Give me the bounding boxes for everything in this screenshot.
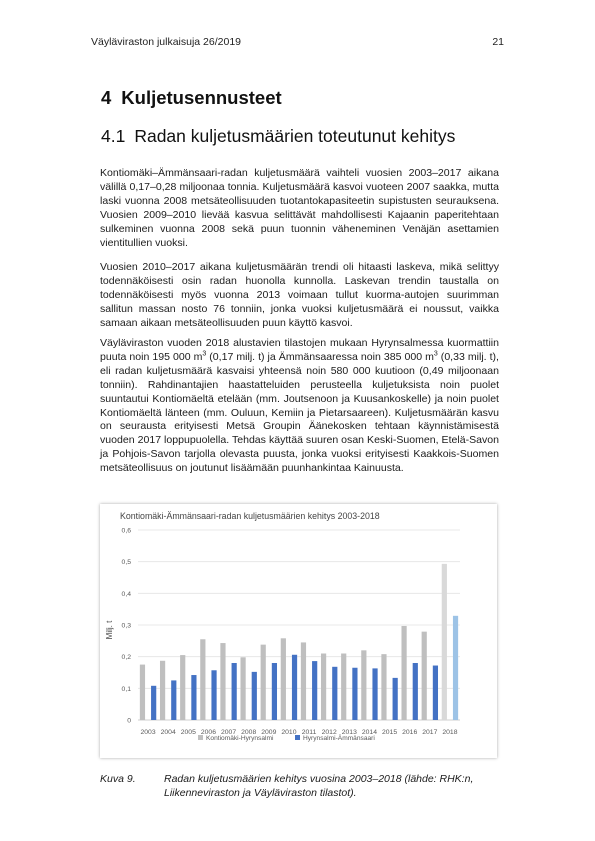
paragraph-2: Vuosien 2010–2017 aikana kuljetusmäärän … [100,261,499,329]
bar-hyrynsalmi-ammansaari [372,668,378,720]
x-tick-label: 2013 [342,729,357,736]
y-tick-label: 0,6 [122,528,132,535]
x-tick-label: 2006 [201,729,216,736]
x-axis-tick-labels: 2003 2004 2005 2006 2007 2008 2009 2010 2011 2012… [141,729,458,736]
paragraph-1: Kontiomäki–Ämmänsaari-radan kuljetusmäär… [100,167,499,249]
bar-hyrynsalmi-ammansaari [432,665,439,720]
bar-hyrynsalmi-ammansaari [312,661,318,720]
x-tick-label: 2008 [241,729,256,736]
x-tick-label: 2015 [382,729,397,736]
bar-hyrynsalmi-ammansaari [271,663,278,720]
bar-kontiomaki-hyrynsalmi [341,653,347,720]
paragraph-3-part-c: (0,33 milj. t), eli radan kuljetusmäärä … [100,350,499,475]
bar-hyrynsalmi-ammansaari [251,671,257,720]
x-tick-label: 2014 [362,729,377,736]
bar-kontiomaki-hyrynsalmi [139,664,146,720]
section-number: 4.1 [101,126,126,146]
chart-title: Kontiomäki-Ämmänsaari-radan kuljetusmäär… [120,511,380,521]
x-tick-label: 2012 [322,729,337,736]
bar-kontiomaki-hyrynsalmi [320,653,327,720]
legend-label: Hyrynsalmi-Ämmänsaari [303,734,375,742]
x-tick-label: 2017 [422,729,437,736]
legend-swatch [198,735,203,740]
x-tick-label: 2005 [181,729,196,736]
bar-hyrynsalmi-ammansaari [412,663,418,720]
bar-hyrynsalmi-ammansaari [291,654,298,720]
x-tick-label: 2016 [402,729,417,736]
paragraph-3-part-b: (0,17 milj. t) ja Ämmänsaaressa noin 385… [206,350,434,363]
chart-container: Kontiomäki-Ämmänsaari-radan kuljetusmäär… [100,504,497,758]
superscript-3: 3 [202,350,207,358]
paragraph-3: Väyläviraston vuoden 2018 alustavien til… [100,337,499,476]
y-axis-tick-labels: 0 0,1 0,2 0,3 0,4 0,5 0,6 [122,528,132,725]
bar-hyrynsalmi-ammansaari [231,663,237,720]
y-tick-label: 0,5 [122,559,132,566]
x-tick-label: 2011 [302,729,317,736]
y-axis-label: Milj. t [105,620,114,639]
y-tick-label: 0,1 [122,686,132,693]
chapter-heading: 4 Kuljetusennusteet [101,87,282,109]
bar-hyrynsalmi-ammansaari [191,675,197,720]
x-tick-label: 2007 [221,729,236,736]
chart-gridlines [138,529,460,721]
bar-hyrynsalmi-ammansaari [352,667,358,720]
bar-hyrynsalmi-ammansaari [151,685,157,720]
bar-hyrynsalmi-ammansaari [452,615,459,720]
section-title: Radan kuljetusmäärien toteutunut kehitys [134,126,456,146]
bar-kontiomaki-hyrynsalmi [300,642,307,720]
y-tick-label: 0,2 [122,654,132,661]
chapter-number: 4 [101,87,112,108]
bar-kontiomaki-hyrynsalmi [381,654,387,720]
superscript-3: 3 [433,350,438,358]
publication-title: Väyläviraston julkaisuja 26/2019 [91,36,242,48]
bar-kontiomaki-hyrynsalmi [200,639,206,720]
chart-bars [139,563,459,720]
x-tick-label: 2010 [281,729,296,736]
x-tick-label: 2003 [141,729,156,736]
bar-hyrynsalmi-ammansaari [171,680,177,720]
y-tick-label: 0,4 [122,591,132,598]
bar-kontiomaki-hyrynsalmi [220,643,226,720]
legend-swatch [295,735,300,740]
bar-chart: Kontiomäki-Ämmänsaari-radan kuljetusmäär… [105,511,460,742]
running-header: Väyläviraston julkaisuja 26/2019 21 [91,36,504,48]
x-tick-label: 2009 [261,729,276,736]
bar-kontiomaki-hyrynsalmi [401,625,407,720]
bar-kontiomaki-hyrynsalmi [441,563,447,720]
bar-hyrynsalmi-ammansaari [392,677,398,720]
figure-caption-text: Radan kuljetusmäärien kehitys vuosina 20… [164,773,474,799]
bar-kontiomaki-hyrynsalmi [361,650,367,720]
bar-kontiomaki-hyrynsalmi [159,660,166,720]
y-tick-label: 0 [127,718,131,725]
bar-kontiomaki-hyrynsalmi [280,638,286,720]
bar-hyrynsalmi-ammansaari [332,666,338,720]
paragraph-3-part-a: Väyläviraston vuoden 2018 alustavien til… [100,337,499,363]
bar-kontiomaki-hyrynsalmi [180,655,186,720]
x-tick-label: 2018 [442,729,457,736]
y-tick-label: 0,3 [122,623,132,630]
bar-hyrynsalmi-ammansaari [211,670,217,720]
section-heading: 4.1 Radan kuljetusmäärien toteutunut keh… [101,126,455,147]
page-number: 21 [492,36,504,48]
chapter-title: Kuljetusennusteet [121,87,282,108]
bar-kontiomaki-hyrynsalmi [240,657,246,720]
figure-label: Kuva 9. [100,773,136,785]
legend-label: Kontiomäki-Hyrynsalmi [206,735,274,742]
x-tick-label: 2004 [161,729,176,736]
bar-kontiomaki-hyrynsalmi [421,631,427,720]
chart-legend: Kontiomäki-Hyrynsalmi Hyrynsalmi-Ämmänsaa… [198,734,375,742]
bar-kontiomaki-hyrynsalmi [260,644,266,720]
